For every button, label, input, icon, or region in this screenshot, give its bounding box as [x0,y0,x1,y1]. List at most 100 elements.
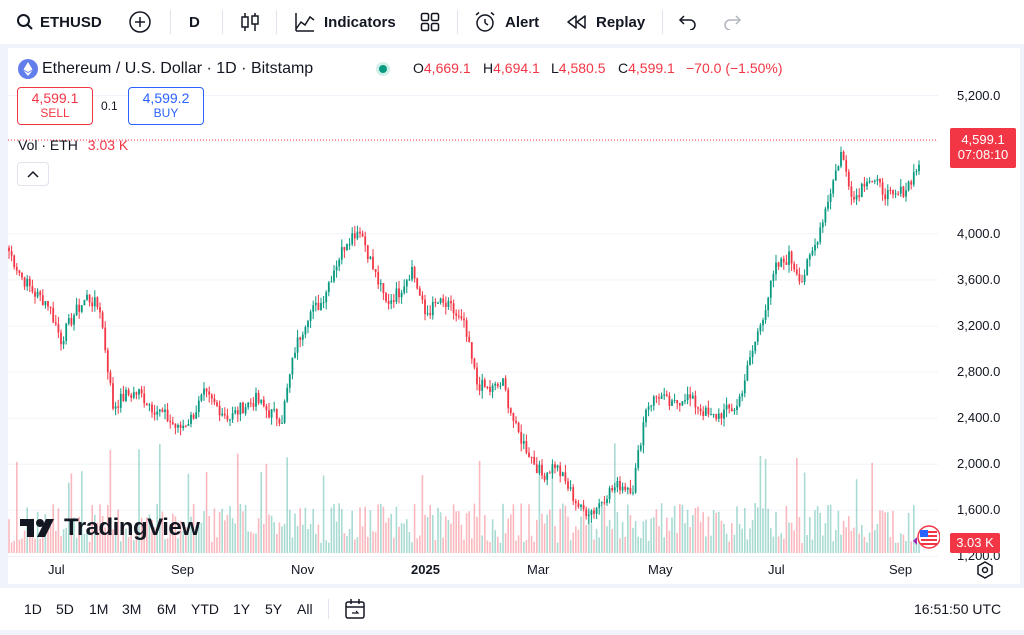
indicators-label: Indicators [324,13,396,31]
volume-bar [507,518,509,553]
volume-bar [897,542,899,553]
candle-body [257,392,260,403]
go-to-date-button[interactable] [344,598,366,625]
ohlc-change: −70.0 (−1.50%) [686,60,783,76]
candle-body [528,452,530,457]
candle-body [834,170,837,181]
candle-body [611,488,614,491]
alert-button[interactable]: Alert [473,0,539,44]
candle-body [132,392,135,398]
volume-bar [806,535,808,553]
undo-button[interactable] [678,0,698,44]
volume-bar [489,542,491,553]
candle-body [213,398,216,403]
volume-bar [471,538,473,553]
templates-button[interactable] [420,0,440,44]
candle-body [907,181,910,191]
time-tick-label: 2025 [411,562,440,577]
tradingview-watermark: TradingView [20,514,200,542]
candle-body [881,182,884,195]
candle-body [62,340,65,345]
volume-bar [666,517,668,553]
volume-bar [829,504,832,553]
candle-body [119,393,122,408]
range-button-1m[interactable]: 1M [89,601,109,617]
candle-body [827,201,829,209]
range-button-1y[interactable]: 1Y [233,601,251,617]
candle-body [525,441,528,453]
volume-bar [840,534,842,553]
volume-bar [528,504,530,553]
candle-body [265,406,268,411]
indicators-button[interactable]: Indicators [294,0,396,44]
symbol-search[interactable]: ETHUSD [16,0,102,44]
replay-button[interactable]: Replay [566,0,645,44]
grid-icon [420,12,440,32]
volume-bar [426,517,429,553]
volume-bar [81,471,83,553]
candle-body [595,508,598,514]
volume-bar [541,513,543,553]
volume-bar [252,533,255,553]
candle-body [772,274,775,281]
volume-bar [398,526,400,553]
candle-body [208,391,211,395]
candle-body [556,465,559,468]
candle-body [551,464,554,474]
interval-button[interactable]: D [189,0,200,44]
volume-bar [281,526,283,553]
volume-bar [260,472,262,553]
sell-button[interactable]: 4,599.1 SELL [17,87,93,125]
redo-button[interactable] [722,0,742,44]
chart-settings-button[interactable] [976,561,994,584]
candle-body [673,400,676,402]
chart-panel[interactable] [8,48,1020,584]
volume-bar [75,537,78,553]
volume-bar [122,524,125,553]
candle-body [889,189,892,191]
candle-body [759,325,762,332]
buy-button[interactable]: 4,599.2 BUY [128,87,204,125]
candle-body [15,266,18,271]
candle-body [886,189,889,200]
candle-body [733,410,736,412]
candle-body [489,386,491,392]
candle-body [122,393,125,401]
candle-body [741,393,744,397]
volume-bar [819,512,821,553]
candle-body [837,166,840,171]
candle-body [340,247,343,260]
volume-bar [850,530,853,553]
candle-body [452,303,455,314]
compare-symbol-button[interactable] [128,0,152,44]
volume-bar [835,529,837,553]
chart-type-button[interactable] [240,0,260,44]
symbol-title: Ethereum / U.S. Dollar · 1D · Bitstamp [42,60,314,77]
candle-body [221,413,224,416]
tradingview-logo-icon [20,519,54,537]
candle-body [801,281,803,283]
range-button-5d[interactable]: 5D [56,601,74,617]
candle-body [424,299,426,315]
candle-body [619,481,621,491]
utc-clock[interactable]: 16:51:50 UTC [914,601,1002,617]
candle-body [291,357,294,375]
range-button-6m[interactable]: 6M [157,601,177,617]
candle-body [416,278,419,289]
volume-bar [533,541,535,553]
price-chart[interactable] [8,48,1020,584]
range-button-ytd[interactable]: YTD [191,601,219,617]
candle-body [161,409,164,412]
volume-bar [153,527,156,553]
collapse-legend-button[interactable] [17,162,49,186]
candle-body [96,297,99,308]
range-button-5y[interactable]: 5Y [265,601,283,617]
range-button-3m[interactable]: 3M [122,601,142,617]
volume-bar [707,516,710,553]
volume-bar [874,530,876,553]
candle-body [821,222,824,228]
range-button-all[interactable]: All [297,601,313,617]
range-button-1d[interactable]: 1D [24,601,42,617]
candle-body [712,414,715,416]
volume-bar [424,514,426,553]
